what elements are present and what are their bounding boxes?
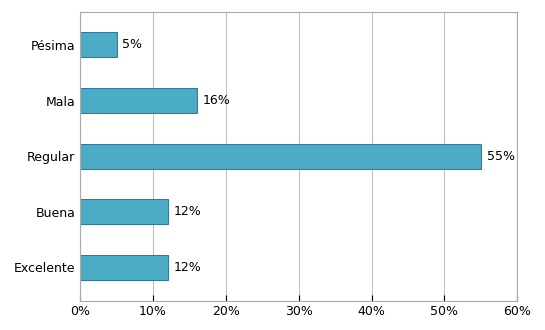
- Bar: [80, 199, 167, 224]
- Bar: [80, 144, 481, 169]
- Bar: [80, 32, 117, 57]
- Bar: [80, 255, 167, 280]
- Text: 55%: 55%: [487, 149, 514, 163]
- Bar: [80, 88, 197, 113]
- Text: 12%: 12%: [173, 205, 201, 218]
- Text: 5%: 5%: [123, 39, 142, 51]
- Text: 16%: 16%: [203, 94, 231, 107]
- Text: 12%: 12%: [173, 261, 201, 274]
